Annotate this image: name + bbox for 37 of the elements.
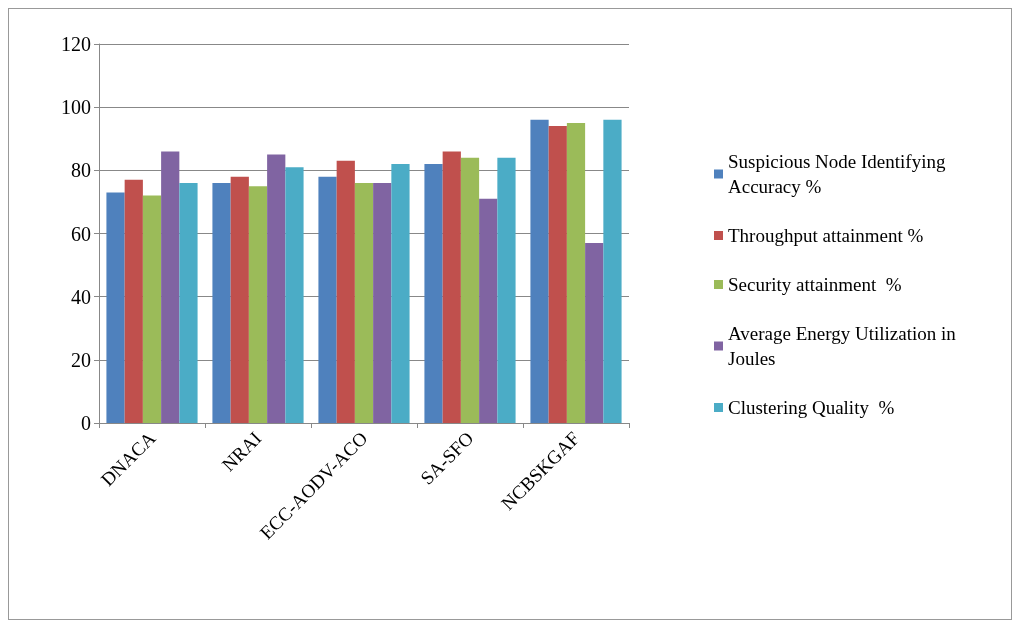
bar	[248, 186, 268, 423]
bar	[212, 182, 231, 423]
legend-label: Throughput attainment %	[728, 225, 924, 246]
bar	[497, 157, 516, 423]
bar	[179, 182, 198, 423]
legend-label: Suspicious Node Identifying Accuracy %	[728, 151, 951, 197]
bar	[585, 242, 604, 423]
bar	[391, 164, 410, 423]
y-tick-label: 60	[71, 222, 91, 245]
bar	[373, 182, 392, 423]
legend-label: Average Energy Utilization in Joules	[728, 323, 961, 369]
y-tick-label: 0	[81, 412, 91, 434]
bar	[566, 122, 586, 423]
bar	[230, 176, 249, 423]
bar	[548, 126, 567, 423]
legend-label: Security attainment %	[728, 274, 902, 295]
bar	[142, 195, 162, 423]
bar	[460, 157, 480, 423]
y-tick-label: 20	[71, 348, 91, 371]
y-tick-label: 100	[61, 96, 91, 119]
bar	[424, 164, 443, 423]
bar	[530, 119, 549, 423]
y-tick-label: 120	[61, 33, 91, 55]
bar	[354, 182, 374, 423]
bar	[603, 119, 622, 423]
bar	[106, 192, 125, 423]
bar	[318, 176, 337, 423]
bar	[479, 198, 498, 423]
bar	[161, 151, 180, 423]
legend-label: Clustering Quality %	[728, 397, 895, 418]
bar	[285, 167, 304, 423]
bar	[336, 160, 355, 423]
bar	[442, 151, 461, 423]
y-tick-label: 80	[71, 159, 91, 182]
bar	[267, 154, 286, 423]
y-tick-label: 40	[71, 285, 91, 308]
bar	[124, 179, 143, 423]
